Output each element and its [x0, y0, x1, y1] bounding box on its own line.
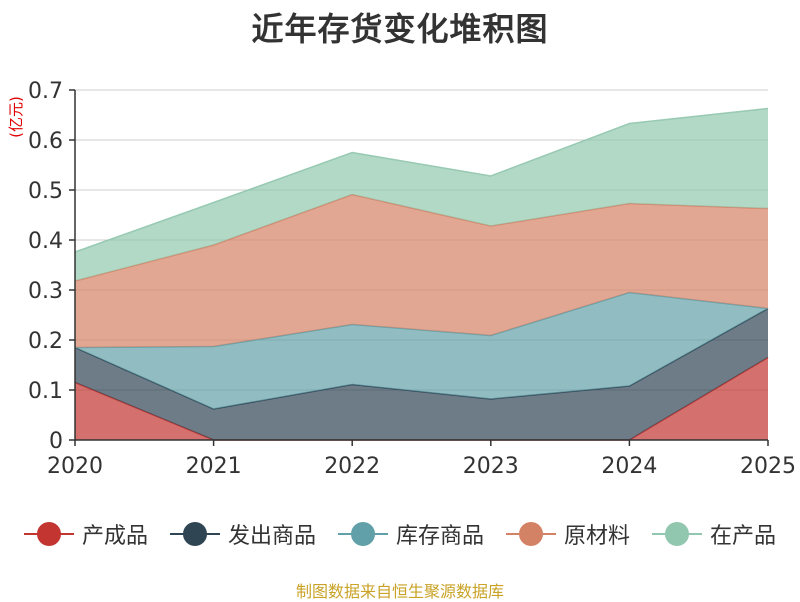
- y-tick-label: 0.1: [28, 379, 63, 404]
- area-series-1: [75, 357, 768, 440]
- legend-item-2[interactable]: 发出商品: [169, 518, 316, 550]
- chart-title: 近年存货变化堆积图: [251, 10, 549, 48]
- legend-item-5[interactable]: 在产品: [652, 518, 776, 550]
- legend-label: 原材料: [564, 524, 631, 549]
- x-tick-label: 2025: [740, 454, 796, 479]
- x-tick-label: 2022: [324, 454, 380, 479]
- area-series-3: [75, 292, 768, 409]
- legend-marker-icon: [169, 521, 220, 547]
- legend-marker-icon: [506, 521, 556, 547]
- legend-item-1[interactable]: 产成品: [23, 518, 148, 550]
- source-note: 制图数据来自恒生聚源数据库: [295, 582, 504, 601]
- legend: 产成品 发出商品 库存商品 原材料 在产品: [0, 514, 800, 554]
- legend-label: 在产品: [710, 524, 777, 549]
- y-tick-label: 0.6: [28, 129, 63, 154]
- x-tick-label: 2023: [463, 454, 519, 479]
- legend-marker-icon: [652, 521, 703, 547]
- area-series-5: [75, 108, 768, 281]
- legend-label: 发出商品: [227, 524, 316, 549]
- area-series: [74, 107, 769, 441]
- y-tick-label: 0: [49, 429, 63, 454]
- area-series-2: [75, 308, 768, 440]
- legend-label: 库存商品: [395, 524, 484, 549]
- legend-marker-icon: [23, 521, 74, 547]
- series-line-5: [74, 107, 769, 253]
- y-axis-label: (亿元): [7, 96, 25, 138]
- y-tick-label: 0.4: [28, 229, 63, 254]
- axes: 0 0.1 0.2 0.3 0.4 0.5 0.6 0.7 2020 2021 2022 2023 20…: [28, 79, 796, 479]
- y-tick-label: 0.7: [28, 79, 63, 104]
- x-tick-label: 2020: [47, 454, 103, 479]
- x-tick-label: 2021: [186, 454, 242, 479]
- legend-item-4[interactable]: 原材料: [506, 518, 630, 550]
- legend-item-3[interactable]: 库存商品: [337, 518, 484, 550]
- y-tick-label: 0.5: [28, 179, 63, 204]
- x-tick-label: 2024: [601, 454, 657, 479]
- legend-marker-icon: [337, 521, 388, 547]
- legend-label: 产成品: [81, 524, 148, 549]
- y-tick-label: 0.2: [28, 329, 63, 354]
- y-tick-label: 0.3: [28, 279, 63, 304]
